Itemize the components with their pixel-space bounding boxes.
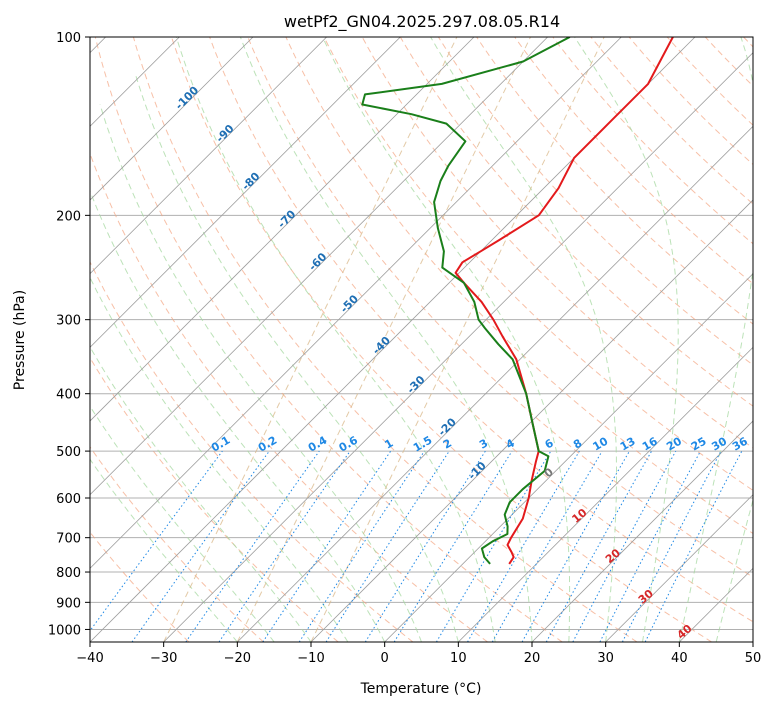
isotherm-line — [605, 494, 753, 642]
dry-adiabat-line — [132, 37, 638, 642]
temperature-profile-line — [454, 37, 674, 565]
dry-adiabat-line — [628, 37, 753, 166]
y-tick-label: 100 — [56, 31, 81, 46]
dry-adiabat-line — [323, 37, 753, 491]
reference-curve-line — [163, 37, 458, 642]
x-tick-label: 0 — [381, 651, 389, 666]
mixing-ratio-line — [325, 450, 450, 642]
moist-adiabat-line — [175, 37, 496, 642]
chart-title: wetPf2_GN04.2025.297.08.05.R14 — [284, 12, 560, 32]
isotherm-line — [310, 199, 753, 642]
y-tick-label: 1000 — [48, 623, 81, 638]
isotherm-line — [531, 420, 753, 642]
isotherm-line — [458, 346, 753, 642]
y-tick-label: 900 — [56, 596, 81, 611]
profile-series — [361, 37, 674, 565]
mixing-ratio-line — [185, 450, 320, 642]
moist-adiabat-line — [430, 37, 617, 642]
reference-curve-line — [310, 37, 605, 642]
mixing-ratio-line — [364, 450, 486, 642]
mixing-ratio-line — [521, 450, 630, 642]
isotherm-line — [90, 37, 548, 496]
isotherm-line — [384, 273, 753, 642]
x-tick-label: −30 — [150, 651, 177, 666]
y-axis-title: Pressure (hPa) — [12, 290, 28, 390]
mixing-ratio-line — [90, 450, 223, 632]
x-tick-label: 30 — [597, 651, 614, 666]
y-tick-label: 400 — [56, 388, 81, 403]
x-tick-label: −40 — [76, 651, 103, 666]
dry-adiabat-line — [399, 37, 753, 407]
plot-frame — [89, 36, 754, 643]
axes: −40 −30 −20 −10 0 10 20 30 40 50 100 200 300 400 500 60… — [48, 31, 761, 666]
isotherm-line — [90, 37, 254, 201]
x-tick-label: −20 — [224, 651, 251, 666]
y-tick-label: 500 — [56, 445, 81, 460]
y-tick-label: 200 — [56, 209, 81, 224]
y-tick-label: 300 — [56, 314, 81, 329]
isotherm-line — [163, 52, 753, 642]
moist-adiabat-line — [239, 37, 533, 642]
mixing-ratio-line — [393, 450, 513, 642]
mixing-ratio-line — [572, 450, 677, 642]
moist-adiabat-line — [90, 189, 386, 642]
isotherm-line — [90, 37, 327, 275]
mixing-ratio-line — [491, 450, 603, 642]
moist-adiabat-line — [134, 72, 459, 642]
dry-adiabat-line — [94, 37, 563, 642]
mixing-ratio-line — [218, 450, 351, 642]
dry-adiabat-line — [247, 37, 753, 578]
y-tick-label: 600 — [56, 492, 81, 507]
x-tick-label: 10 — [450, 651, 467, 666]
dry-adiabat-line — [90, 446, 264, 642]
dewpoint-profile-line — [361, 37, 571, 565]
moist-adiabat-line — [678, 37, 753, 642]
moist-adiabat-line — [90, 405, 275, 642]
isotherm-line — [90, 37, 622, 569]
dry-adiabat-line — [514, 37, 753, 285]
reference-curve-line — [236, 37, 531, 642]
dry-adiabat-line — [90, 260, 414, 642]
mixing-ratio-line — [131, 450, 270, 642]
x-tick-label: −10 — [297, 651, 324, 666]
isotherm-line — [90, 37, 401, 348]
dry-adiabat-line — [209, 37, 753, 623]
y-tick-label: 800 — [56, 566, 81, 581]
x-axis-title: Temperature (°C) — [360, 681, 482, 697]
isotherm-line — [237, 125, 753, 642]
moist-adiabat-line — [99, 104, 422, 642]
mixing-ratio-line — [467, 450, 580, 642]
moist-adiabat-line — [715, 498, 753, 642]
moist-adiabat-line — [322, 37, 571, 642]
background-lines — [90, 37, 753, 642]
moist-adiabat-line — [574, 37, 679, 642]
x-tick-label: 50 — [745, 651, 762, 666]
mixing-ratio-line — [545, 450, 653, 642]
x-tick-label: 40 — [671, 651, 688, 666]
x-tick-label: 20 — [524, 651, 541, 666]
y-tick-label: 700 — [56, 532, 81, 547]
dry-adiabat-line — [476, 37, 753, 325]
isotherm-line — [90, 37, 475, 422]
